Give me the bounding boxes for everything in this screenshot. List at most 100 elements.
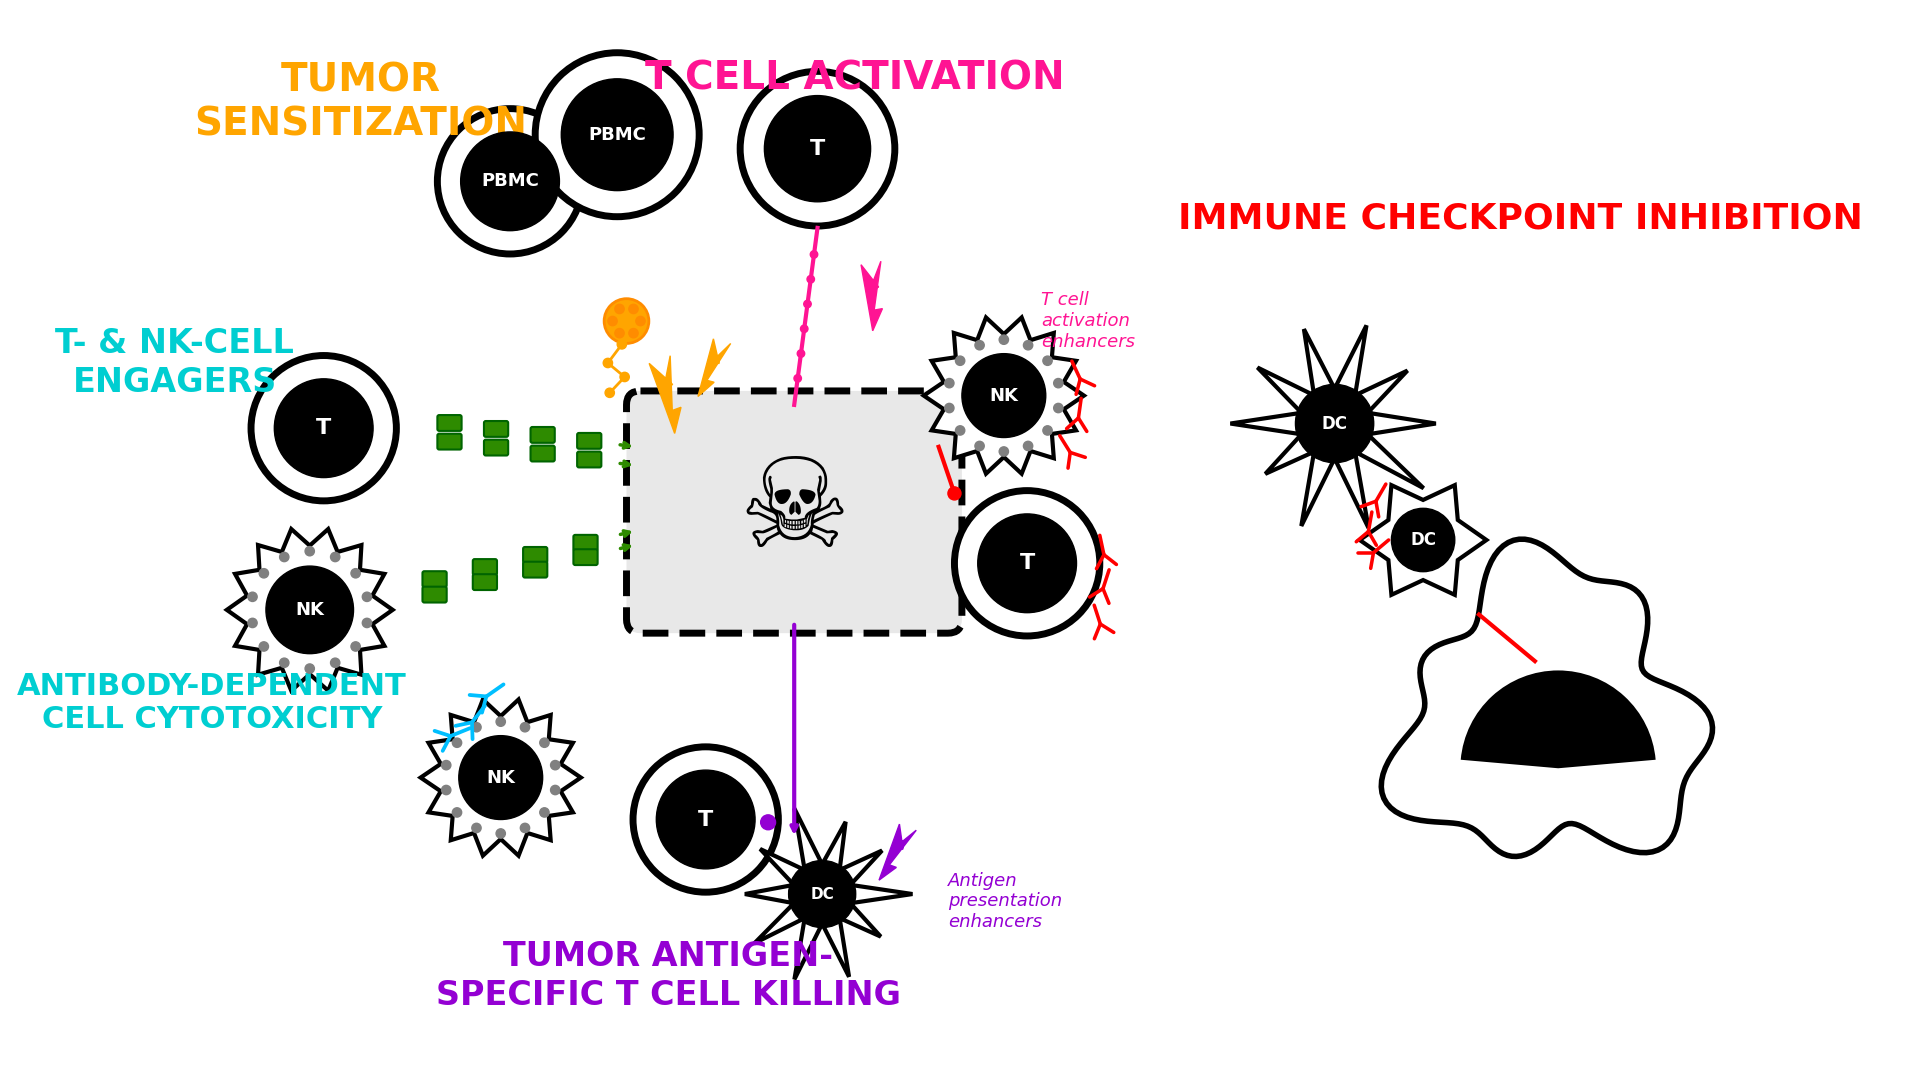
Circle shape xyxy=(975,442,985,450)
Circle shape xyxy=(630,305,637,313)
Circle shape xyxy=(351,569,361,578)
Circle shape xyxy=(614,305,624,313)
Circle shape xyxy=(605,388,614,397)
Text: PBMC: PBMC xyxy=(588,125,647,144)
Circle shape xyxy=(267,566,353,653)
Text: T: T xyxy=(810,138,826,159)
Circle shape xyxy=(275,379,372,477)
FancyBboxPatch shape xyxy=(578,451,601,468)
Circle shape xyxy=(741,71,895,226)
Circle shape xyxy=(252,355,396,501)
FancyBboxPatch shape xyxy=(530,446,555,461)
FancyBboxPatch shape xyxy=(484,440,509,456)
Text: T: T xyxy=(317,418,332,438)
Circle shape xyxy=(472,823,482,833)
Polygon shape xyxy=(1380,539,1713,856)
Circle shape xyxy=(962,353,1046,437)
Circle shape xyxy=(789,861,856,928)
Text: DC: DC xyxy=(1321,415,1348,432)
Text: T CELL ACTIVATION: T CELL ACTIVATION xyxy=(645,59,1064,98)
Circle shape xyxy=(975,340,985,350)
Circle shape xyxy=(520,823,530,833)
Circle shape xyxy=(472,723,482,732)
Circle shape xyxy=(305,546,315,556)
Circle shape xyxy=(453,808,461,818)
Circle shape xyxy=(1023,442,1033,450)
Text: NK: NK xyxy=(989,387,1018,405)
Circle shape xyxy=(630,328,637,338)
Circle shape xyxy=(616,340,626,349)
FancyBboxPatch shape xyxy=(484,421,509,437)
Circle shape xyxy=(1054,403,1064,413)
Text: T: T xyxy=(1020,553,1035,573)
Text: TUMOR
SENSITIZATION: TUMOR SENSITIZATION xyxy=(194,62,528,144)
FancyBboxPatch shape xyxy=(574,550,597,565)
Circle shape xyxy=(795,375,801,382)
Circle shape xyxy=(945,403,954,413)
Text: ☠: ☠ xyxy=(737,451,851,572)
Text: T cell
activation
enhancers: T cell activation enhancers xyxy=(1041,292,1135,351)
Circle shape xyxy=(540,738,549,747)
Circle shape xyxy=(259,642,269,651)
Polygon shape xyxy=(860,261,883,330)
Circle shape xyxy=(1054,378,1064,388)
Circle shape xyxy=(657,770,755,869)
Circle shape xyxy=(1023,340,1033,350)
Polygon shape xyxy=(649,355,682,433)
Circle shape xyxy=(614,328,624,338)
Circle shape xyxy=(280,658,288,667)
Polygon shape xyxy=(699,339,732,396)
Text: DC: DC xyxy=(1409,531,1436,549)
Circle shape xyxy=(330,552,340,562)
Circle shape xyxy=(634,747,778,892)
FancyBboxPatch shape xyxy=(626,391,962,633)
Circle shape xyxy=(248,618,257,627)
Circle shape xyxy=(998,447,1008,456)
Polygon shape xyxy=(420,700,582,855)
Circle shape xyxy=(561,79,674,190)
FancyBboxPatch shape xyxy=(522,562,547,578)
Circle shape xyxy=(536,53,699,217)
Circle shape xyxy=(551,785,561,795)
Circle shape xyxy=(495,828,505,838)
FancyBboxPatch shape xyxy=(574,535,597,551)
Text: IMMUNE CHECKPOINT INHIBITION: IMMUNE CHECKPOINT INHIBITION xyxy=(1179,202,1862,235)
Circle shape xyxy=(603,359,612,367)
FancyBboxPatch shape xyxy=(422,586,447,603)
Circle shape xyxy=(609,316,616,326)
Circle shape xyxy=(442,785,451,795)
FancyBboxPatch shape xyxy=(438,434,461,449)
Circle shape xyxy=(551,760,561,770)
Circle shape xyxy=(305,664,315,673)
Circle shape xyxy=(810,251,818,258)
Circle shape xyxy=(998,335,1008,345)
Circle shape xyxy=(945,378,954,388)
Circle shape xyxy=(954,490,1100,636)
Text: T- & NK-CELL
ENGAGERS: T- & NK-CELL ENGAGERS xyxy=(56,327,294,399)
Text: Macro: Macro xyxy=(1513,735,1584,755)
Circle shape xyxy=(280,552,288,562)
Circle shape xyxy=(520,723,530,732)
FancyBboxPatch shape xyxy=(438,415,461,431)
Polygon shape xyxy=(924,318,1085,474)
Text: PBMC: PBMC xyxy=(482,173,540,190)
Circle shape xyxy=(351,642,361,651)
Wedge shape xyxy=(1461,671,1655,768)
FancyBboxPatch shape xyxy=(530,427,555,443)
Text: NK: NK xyxy=(296,600,324,619)
Text: DC: DC xyxy=(810,887,833,902)
Circle shape xyxy=(804,300,812,308)
Circle shape xyxy=(438,109,582,254)
Text: T: T xyxy=(699,810,714,829)
Circle shape xyxy=(764,96,870,202)
Circle shape xyxy=(453,738,461,747)
FancyBboxPatch shape xyxy=(422,571,447,588)
FancyBboxPatch shape xyxy=(522,546,547,563)
Text: ANTIBODY-DEPENDENT
CELL CYTOTOXICITY: ANTIBODY-DEPENDENT CELL CYTOTOXICITY xyxy=(17,672,407,734)
Circle shape xyxy=(363,592,372,602)
Text: Antigen
presentation
enhancers: Antigen presentation enhancers xyxy=(948,872,1062,931)
Polygon shape xyxy=(227,529,394,691)
Circle shape xyxy=(363,618,372,627)
Polygon shape xyxy=(1359,485,1486,595)
Circle shape xyxy=(459,735,543,820)
